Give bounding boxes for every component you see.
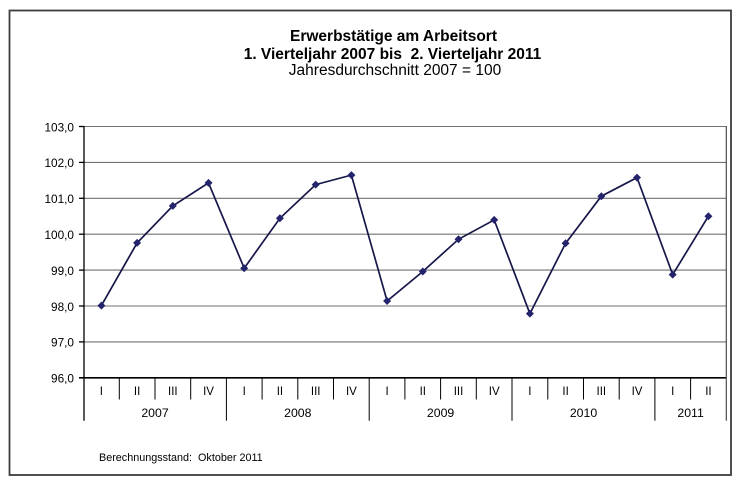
svg-text:2010: 2010 [570, 406, 598, 420]
svg-text:2009: 2009 [427, 406, 455, 420]
svg-text:Jahresdurchschnitt 2007 = 100: Jahresdurchschnitt 2007 = 100 [289, 62, 502, 79]
svg-text:II: II [562, 386, 568, 398]
svg-text:IV: IV [346, 386, 357, 398]
svg-text:III: III [597, 386, 607, 398]
svg-text:103,0: 103,0 [44, 120, 74, 134]
svg-text:102,0: 102,0 [44, 156, 74, 170]
svg-text:II: II [420, 386, 426, 398]
svg-text:2007: 2007 [141, 406, 169, 420]
svg-text:99,0: 99,0 [51, 264, 74, 278]
svg-text:I: I [100, 386, 103, 398]
svg-text:96,0: 96,0 [51, 372, 74, 386]
svg-text:I: I [243, 386, 246, 398]
svg-text:101,0: 101,0 [44, 192, 74, 206]
svg-text:Erwerbstätige am Arbeitsort: Erwerbstätige am Arbeitsort [290, 28, 497, 45]
svg-text:III: III [168, 386, 178, 398]
svg-text:Berechnungsstand: Oktober 201: Berechnungsstand: Oktober 2011 [99, 452, 263, 464]
svg-text:2008: 2008 [284, 406, 312, 420]
svg-text:100,0: 100,0 [44, 228, 74, 242]
svg-text:II: II [134, 386, 140, 398]
svg-text:1. Vierteljahr 2007 bis 2. Vi: 1. Vierteljahr 2007 bis 2. Vierteljahr 2… [244, 46, 542, 63]
svg-text:I: I [671, 386, 674, 398]
svg-text:I: I [385, 386, 388, 398]
svg-text:II: II [277, 386, 283, 398]
svg-text:97,0: 97,0 [51, 336, 74, 350]
svg-text:IV: IV [489, 386, 500, 398]
svg-text:IV: IV [632, 386, 643, 398]
svg-text:2011: 2011 [677, 406, 704, 420]
svg-text:II: II [705, 386, 711, 398]
svg-text:IV: IV [203, 386, 214, 398]
svg-text:III: III [311, 386, 321, 398]
svg-text:I: I [528, 386, 531, 398]
svg-text:III: III [454, 386, 464, 398]
svg-text:98,0: 98,0 [51, 300, 74, 314]
